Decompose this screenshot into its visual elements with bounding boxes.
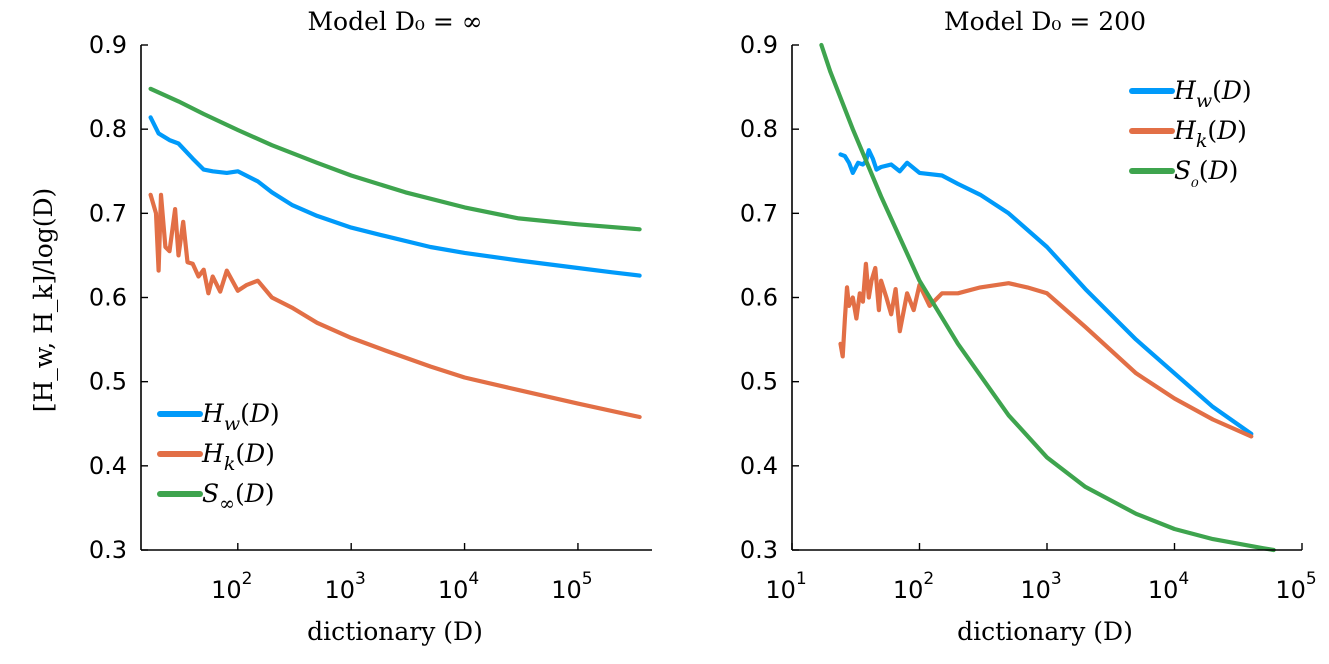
legend-label-0: Hw(D) [1173, 76, 1252, 112]
x-axis-label-right: dictionary (D) [957, 617, 1133, 646]
series-line-s [148, 86, 642, 232]
y-axis-label: [H_w, H_k]/log(D) [29, 188, 58, 413]
legend-label-2: S∞(D) [202, 479, 275, 515]
tick-layer-left: 0.3 0.4 0.5 0.6 0.7 0.8 0.9 102 103 104 105 [89, 31, 593, 604]
series-line-hw [148, 115, 642, 278]
x-tick-label: 104 [438, 569, 479, 604]
series-line-hk [838, 261, 1254, 439]
series-line-hw [838, 148, 1254, 436]
chart-left: Model D₀ = ∞ [H_w, H_k]/log(D) dictionar… [29, 7, 652, 646]
y-tick-label: 0.8 [89, 115, 127, 143]
y-tick-label: 0.6 [740, 284, 778, 312]
legend-label-0: Hw(D) [201, 399, 280, 435]
x-tick-label: 103 [1020, 569, 1061, 604]
x-tick-label: 103 [324, 569, 365, 604]
y-tick-label: 0.5 [89, 368, 127, 396]
y-tick-label: 0.7 [89, 199, 127, 227]
x-tick-label: 105 [1275, 569, 1316, 604]
legend-right: Hw(D) Hk(D) S₀(D) [1129, 76, 1252, 192]
y-tick-label: 0.4 [89, 452, 127, 480]
legend-left: Hw(D) Hk(D) S∞(D) [157, 399, 280, 515]
series-line-s [819, 42, 1276, 553]
x-tick-label: 102 [211, 569, 252, 604]
x-tick-label: 101 [765, 569, 806, 604]
legend-label-2: S₀(D) [1174, 156, 1238, 192]
legend-label-1: Hk(D) [1173, 116, 1247, 152]
axes-left [140, 45, 652, 551]
y-tick-label: 0.3 [740, 536, 778, 564]
y-tick-label: 0.3 [89, 536, 127, 564]
chart-title-left: Model D₀ = ∞ [307, 7, 482, 36]
axes-right [791, 45, 1302, 551]
y-tick-label: 0.7 [740, 199, 778, 227]
y-tick-label: 0.4 [740, 452, 778, 480]
y-tick-label: 0.6 [89, 284, 127, 312]
series-layer-right [819, 42, 1276, 553]
y-tick-label: 0.9 [740, 31, 778, 59]
series-line-hk [148, 192, 642, 420]
chart-right: Model D₀ = 200 dictionary (D) 0.30.40.50… [740, 7, 1317, 646]
chart-title-right: Model D₀ = 200 [944, 7, 1146, 36]
tick-layer-right: 0.3 0.4 0.5 0.6 0.7 0.8 0.9 101 102 103 104 105 [740, 31, 1317, 604]
series-layer-left [148, 86, 642, 420]
x-axis-label-left: dictionary (D) [307, 617, 483, 646]
y-tick-label: 0.9 [89, 31, 127, 59]
x-tick-label: 102 [893, 569, 934, 604]
y-tick-label: 0.8 [740, 115, 778, 143]
x-tick-label: 105 [551, 569, 592, 604]
x-tick-label: 104 [1148, 569, 1189, 604]
legend-label-1: Hk(D) [201, 439, 275, 475]
y-tick-label: 0.5 [740, 368, 778, 396]
